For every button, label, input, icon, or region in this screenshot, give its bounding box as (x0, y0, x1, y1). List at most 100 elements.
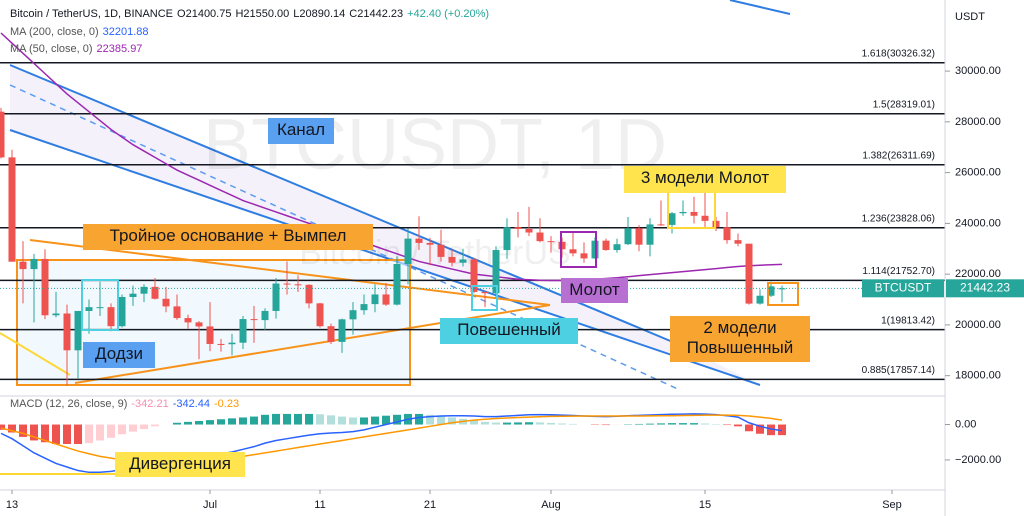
candle-body (624, 228, 632, 245)
ohlc-value: O21400.75 (177, 8, 231, 20)
candle-body (393, 264, 401, 305)
candle-body (206, 326, 214, 344)
pattern-box (560, 231, 597, 268)
macd-bar (63, 424, 71, 444)
candle-body (734, 240, 742, 244)
macd-bar (151, 424, 159, 427)
pennant-line (29, 239, 551, 306)
price-tag: 21442.23 (960, 280, 1010, 294)
ma-value: 22385.97 (97, 43, 143, 55)
macd-bar (437, 416, 445, 425)
candle-body (41, 258, 49, 316)
fib-label: 0.885(17857.14) (862, 365, 935, 376)
channel-fill (10, 65, 760, 385)
channel-line (729, 0, 791, 15)
macd-bar (745, 424, 753, 432)
x-tick-label: 15 (699, 499, 711, 511)
axis-unit: USDT (955, 11, 985, 23)
candle-body (118, 297, 126, 327)
candle-body (580, 253, 588, 259)
x-tick-label: 13 (6, 499, 18, 511)
candle-body (184, 318, 192, 323)
macd-bar (426, 414, 434, 425)
macd-bar (492, 422, 500, 425)
macd-bar (602, 424, 610, 426)
candle-body (30, 258, 38, 270)
macd-bar (261, 414, 269, 425)
candle-body (250, 319, 258, 321)
candle-body (349, 310, 357, 320)
macd-bar (503, 422, 511, 425)
candle-body (85, 307, 93, 311)
y-tick-label: −2000.00 (955, 454, 1001, 466)
candle-body (646, 224, 654, 245)
macd-bar (382, 415, 390, 425)
candle-body (481, 291, 489, 294)
candle-body (459, 259, 467, 263)
candle-body (635, 228, 643, 245)
candle-body (74, 310, 82, 351)
macd-bar (569, 423, 577, 425)
macd-bar (547, 422, 555, 425)
macd-bar (536, 422, 544, 425)
candle-body (756, 295, 764, 304)
macd-bar (481, 421, 489, 425)
x-tick-label: Aug (541, 499, 561, 511)
macd-bar (52, 424, 60, 444)
annotation: Додзи (83, 342, 155, 368)
macd-bar (415, 413, 423, 425)
macd-bar (206, 420, 214, 425)
fib-label: 1(19813.42) (881, 315, 935, 326)
macd-bar (0, 424, 5, 430)
candle-body (162, 298, 170, 307)
candle-body (470, 259, 478, 292)
macd-bar (195, 421, 203, 425)
macd-bar (8, 424, 16, 433)
candle-body (778, 288, 786, 290)
annotation: 3 модели Молот (624, 166, 786, 193)
candle-body (272, 283, 280, 311)
price-axis-bg (945, 0, 1024, 516)
candle-body (426, 242, 434, 245)
macd-bar (96, 424, 104, 441)
macd-bar (173, 422, 181, 425)
macd-bar (525, 422, 533, 425)
candle-body (0, 111, 5, 158)
ohlc-value: H21550.00 (235, 8, 289, 20)
annotation: Молот (561, 278, 628, 303)
annotation: Канал (268, 118, 334, 144)
macd-bar (272, 413, 280, 425)
candle-body (107, 307, 115, 327)
candle-body (404, 238, 412, 264)
macd-bar (140, 424, 148, 429)
y-tick-label: 26000.00 (955, 167, 1001, 179)
annotation: 2 модели Повышенный (670, 316, 810, 362)
ma-name: MA (200, close, 0) (10, 26, 99, 38)
macd-bar (646, 423, 654, 425)
candle-body (437, 244, 445, 257)
x-tick-label: Jul (203, 499, 217, 511)
candle-body (701, 215, 709, 221)
candle-body (8, 157, 16, 262)
candle-body (52, 313, 60, 316)
annotation: Тройное основание + Вымпел (83, 224, 373, 250)
macd-bar (734, 424, 742, 427)
macd-bar (360, 417, 368, 425)
chart-header: Bitcoin / TetherUS, 1D, BINANCE O21400.75… (10, 8, 489, 20)
fib-label: 1.382(26311.69) (862, 150, 935, 161)
macd-bar (635, 423, 643, 425)
candle-body (536, 232, 544, 242)
candle-body (96, 307, 104, 309)
candle-body (19, 261, 27, 270)
candle-body (514, 227, 522, 229)
pattern-box (81, 279, 119, 331)
candle-body (294, 284, 302, 286)
macd-bar (338, 416, 346, 425)
candle-body (415, 238, 423, 243)
ohlc-value: L20890.14 (293, 8, 345, 20)
candle-body (371, 294, 379, 305)
macd-bar (228, 418, 236, 425)
macd-bar (19, 424, 27, 437)
fib-label: 1.5(28319.01) (873, 99, 935, 110)
candle-body (327, 326, 335, 342)
